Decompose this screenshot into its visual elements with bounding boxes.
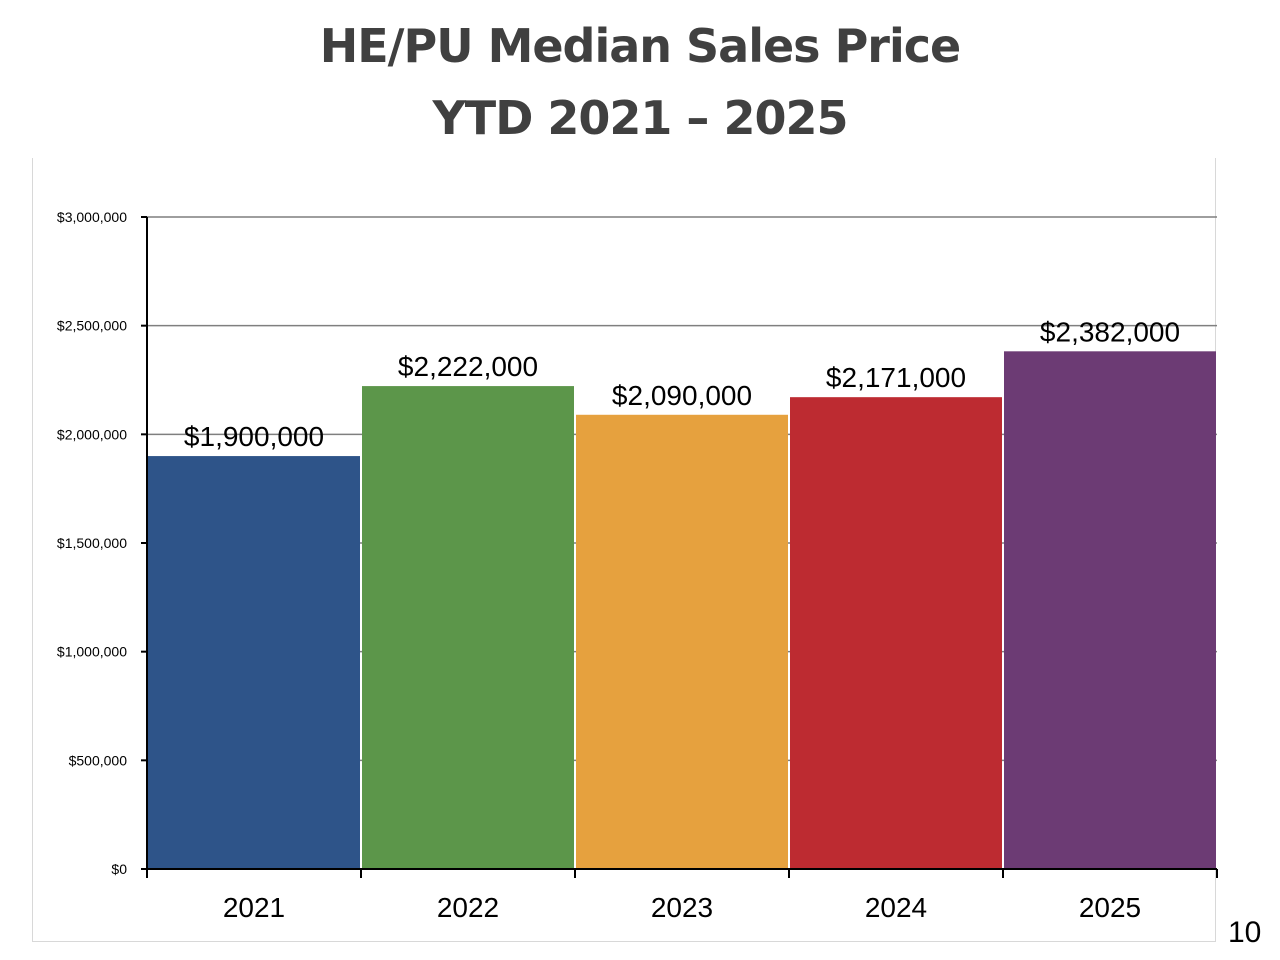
x-tick-label-2024: 2024: [865, 892, 927, 923]
bar-2025: [1004, 351, 1216, 869]
x-tick-label-2022: 2022: [437, 892, 499, 923]
y-tick-label-1: $500,000: [69, 752, 128, 768]
chart-title-line-2: YTD 2021 – 2025: [432, 91, 849, 145]
x-tick-label-2023: 2023: [651, 892, 713, 923]
page-number: 10: [1228, 916, 1262, 949]
bar-2022: [362, 386, 574, 869]
y-tick-label-4: $2,000,000: [57, 426, 127, 442]
bar-2024: [790, 397, 1002, 869]
x-tick-label-2021: 2021: [223, 892, 285, 923]
y-tick-label-0: $0: [111, 861, 127, 877]
chart-title-line-1: HE/PU Median Sales Price: [319, 19, 961, 73]
y-tick-label-5: $2,500,000: [57, 318, 127, 334]
data-label-2025: $2,382,000: [1040, 316, 1180, 347]
y-tick-label-3: $1,500,000: [57, 535, 127, 551]
y-tick-label-6: $3,000,000: [57, 209, 127, 225]
x-tick-label-2025: 2025: [1079, 892, 1141, 923]
data-label-2023: $2,090,000: [612, 380, 752, 411]
bar-2021: [148, 456, 360, 869]
data-label-2022: $2,222,000: [398, 351, 538, 382]
y-tick-label-2: $1,000,000: [57, 644, 127, 660]
bar-2023: [576, 414, 788, 869]
data-label-2024: $2,171,000: [826, 362, 966, 393]
data-label-2021: $1,900,000: [184, 421, 324, 452]
